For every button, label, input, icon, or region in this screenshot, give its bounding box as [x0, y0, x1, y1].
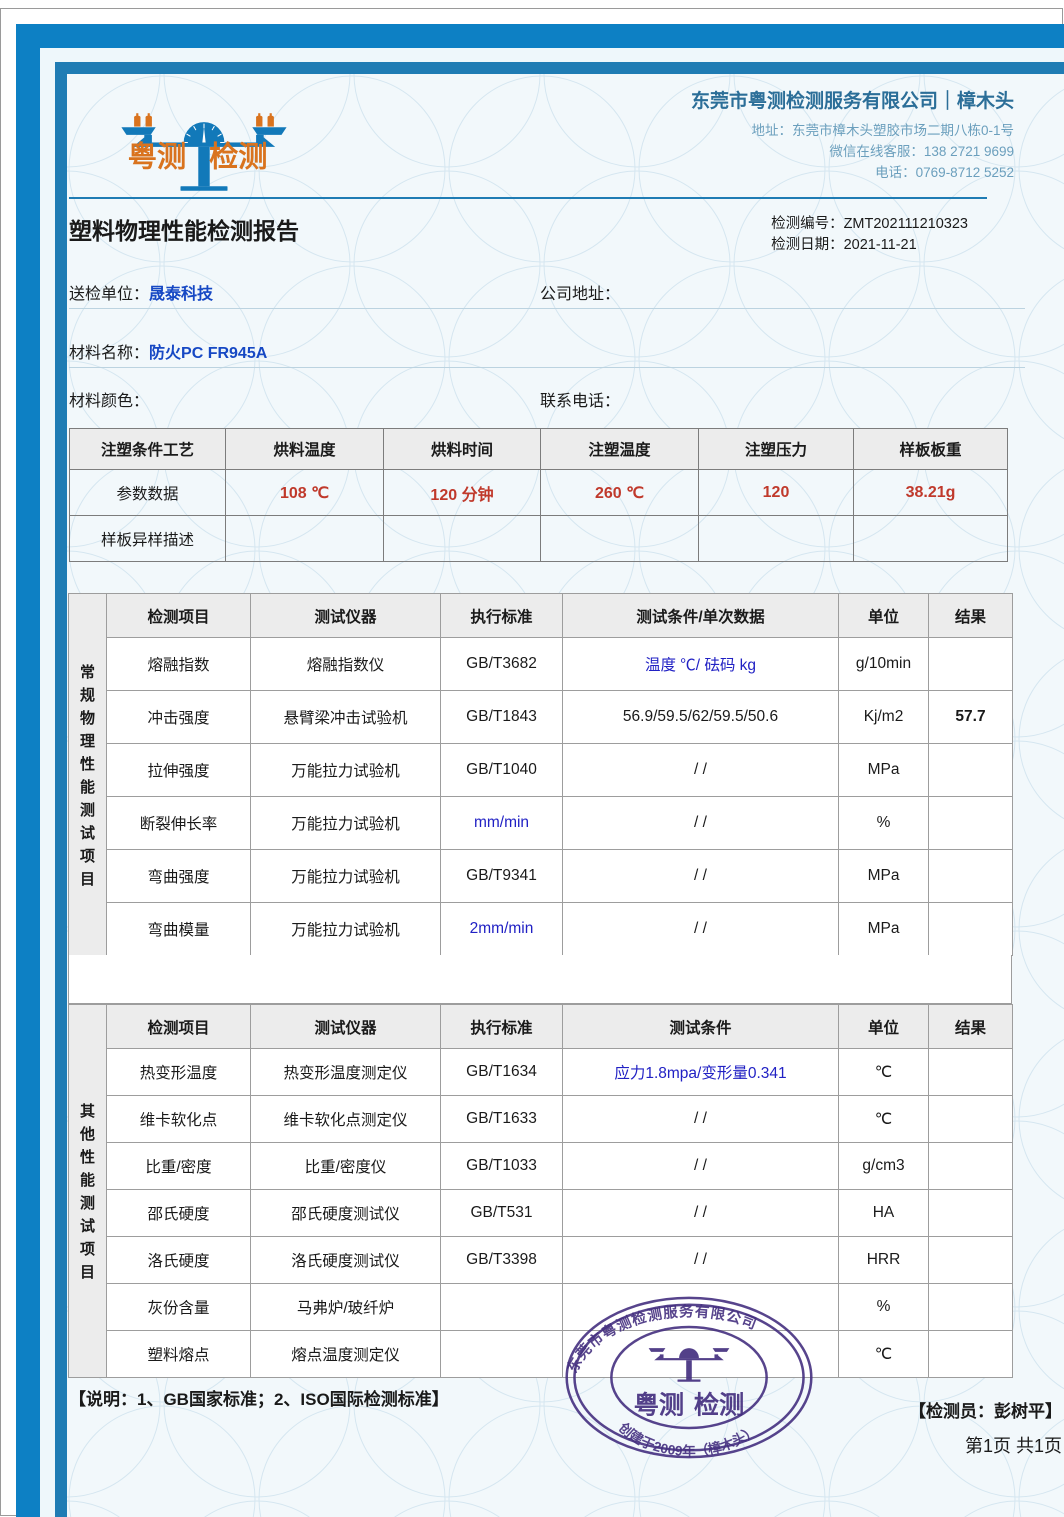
svg-text:创建于2009年（樟木头）: 创建于2009年（樟木头） [615, 1418, 759, 1458]
svg-text:检测: 检测 [209, 140, 267, 174]
svg-text:粤测检测: 粤测 检测 [634, 1390, 745, 1419]
svg-text:粤测: 粤测 [128, 140, 186, 174]
svg-text:东莞市粤测检测服务有限公司: 东莞市粤测检测服务有限公司 [563, 1302, 760, 1376]
